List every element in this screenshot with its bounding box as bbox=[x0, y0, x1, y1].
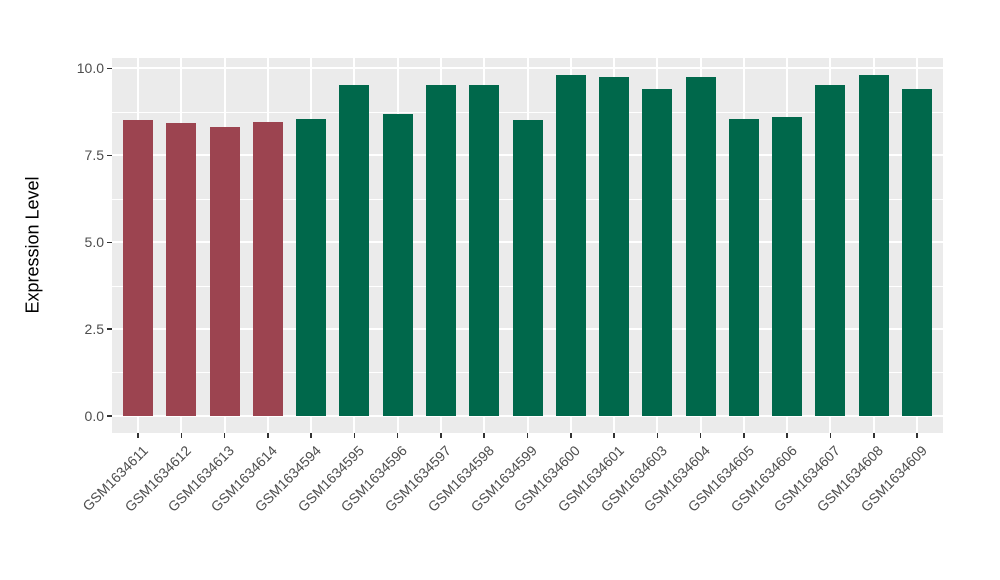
x-tick-mark bbox=[223, 433, 226, 438]
bar-GSM1634599 bbox=[512, 119, 543, 416]
x-tick-mark bbox=[267, 433, 269, 438]
bar-GSM1634609 bbox=[902, 88, 933, 416]
x-tick-mark bbox=[137, 433, 139, 438]
bar-GSM1634614 bbox=[252, 121, 283, 416]
x-tick-mark bbox=[526, 433, 529, 438]
bar-GSM1634596 bbox=[382, 114, 413, 416]
x-tick-mark bbox=[613, 433, 615, 438]
bar-GSM1634603 bbox=[642, 89, 673, 416]
x-tick-mark bbox=[353, 433, 356, 438]
bar-GSM1634612 bbox=[166, 122, 197, 416]
bar-GSM1634600 bbox=[555, 75, 586, 416]
y-tick-label: 0.0 bbox=[84, 407, 104, 424]
x-tick-mark bbox=[873, 433, 875, 438]
x-tick-mark bbox=[483, 433, 485, 438]
bar-GSM1634598 bbox=[469, 85, 500, 416]
bar-GSM1634597 bbox=[425, 85, 456, 416]
x-tick-mark bbox=[180, 433, 182, 438]
x-tick-mark bbox=[829, 433, 832, 438]
bar-GSM1634607 bbox=[815, 84, 846, 416]
x-tick-mark bbox=[786, 433, 788, 438]
bar-GSM1634605 bbox=[728, 119, 759, 416]
y-axis-title: Expression Level bbox=[22, 176, 43, 314]
y-tick-mark bbox=[107, 415, 112, 417]
bar-GSM1634604 bbox=[685, 77, 716, 416]
bar-GSM1634613 bbox=[209, 126, 240, 416]
x-tick-mark bbox=[310, 433, 312, 438]
bar-GSM1634601 bbox=[599, 77, 630, 416]
x-tick-mark bbox=[570, 433, 572, 438]
bar-GSM1634611 bbox=[122, 119, 153, 416]
y-tick-mark bbox=[107, 154, 112, 157]
x-tick-mark bbox=[656, 433, 659, 438]
plot-panel bbox=[112, 58, 943, 433]
bar-GSM1634606 bbox=[772, 117, 803, 416]
bar-GSM1634594 bbox=[296, 118, 327, 416]
x-tick-mark bbox=[916, 433, 918, 438]
x-tick-mark bbox=[699, 433, 702, 438]
y-tick-label: 5.0 bbox=[84, 234, 104, 251]
bar-GSM1634608 bbox=[858, 75, 889, 416]
y-tick-label: 2.5 bbox=[84, 320, 104, 337]
x-tick-mark bbox=[396, 433, 399, 438]
x-tick-mark bbox=[743, 433, 745, 438]
y-tick-label: 10.0 bbox=[76, 60, 104, 77]
bar-GSM1634595 bbox=[339, 85, 370, 416]
y-tick-label: 7.5 bbox=[84, 147, 104, 164]
y-tick-mark bbox=[107, 328, 112, 330]
x-tick-mark bbox=[440, 433, 442, 438]
y-tick-mark bbox=[107, 241, 112, 244]
y-tick-mark bbox=[107, 67, 112, 70]
